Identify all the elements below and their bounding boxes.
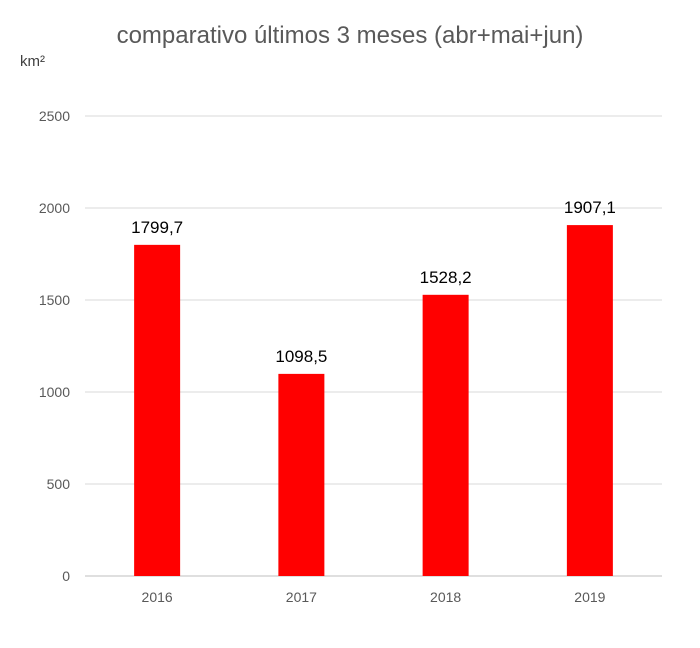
x-tick-label-2018: 2018 [430, 589, 461, 605]
data-label-2017: 1098,5 [275, 347, 327, 366]
y-tick-label: 500 [47, 476, 71, 492]
gridlines [85, 115, 662, 577]
y-tick-label: 0 [62, 568, 70, 584]
x-tick-label-2017: 2017 [286, 589, 317, 605]
data-label-2018: 1528,2 [420, 268, 472, 287]
bar-2016 [134, 244, 181, 576]
y-axis-ticks: 0 500 1000 1500 2000 2500 [39, 108, 70, 584]
bar-2019 [566, 225, 613, 576]
bar-2017 [278, 373, 325, 576]
bars [134, 225, 613, 576]
y-tick-label: 1500 [39, 292, 70, 308]
y-tick-label: 1000 [39, 384, 70, 400]
data-label-2019: 1907,1 [564, 198, 616, 217]
data-labels: 1799,7 1098,5 1528,2 1907,1 [131, 198, 616, 366]
y-tick-label: 2500 [39, 108, 70, 124]
x-axis-ticks: 2016 2017 2018 2019 [142, 589, 606, 605]
bar-2018 [422, 294, 469, 576]
chart-title: comparativo últimos 3 meses (abr+mai+jun… [117, 22, 584, 49]
y-tick-label: 2000 [39, 200, 70, 216]
y-axis-unit-label: km² [20, 53, 45, 70]
x-tick-label-2019: 2019 [574, 589, 605, 605]
data-label-2016: 1799,7 [131, 218, 183, 237]
x-tick-label-2016: 2016 [142, 589, 173, 605]
